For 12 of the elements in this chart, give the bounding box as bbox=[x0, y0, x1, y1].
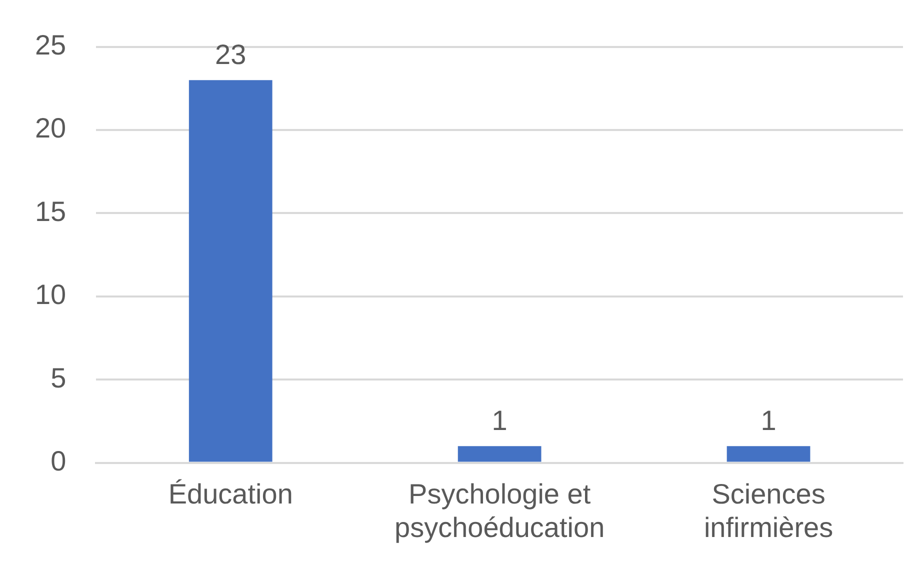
y-tick-label: 20 bbox=[34, 112, 66, 144]
y-tick-label: 0 bbox=[50, 446, 66, 477]
y-tick-label: 5 bbox=[50, 362, 66, 394]
y-tick-label: 10 bbox=[34, 279, 66, 310]
data-label: 1 bbox=[760, 404, 776, 436]
data-label: 1 bbox=[492, 404, 508, 436]
y-tick-label: 15 bbox=[34, 196, 66, 227]
x-tick-label: Psychologie et psychoéducation bbox=[394, 478, 605, 543]
data-label: 23 bbox=[215, 38, 246, 70]
y-tick-label: 25 bbox=[34, 30, 66, 61]
x-tick-label: Sciences infirmières bbox=[704, 478, 834, 543]
x-tick-label: Éducation bbox=[168, 478, 293, 510]
